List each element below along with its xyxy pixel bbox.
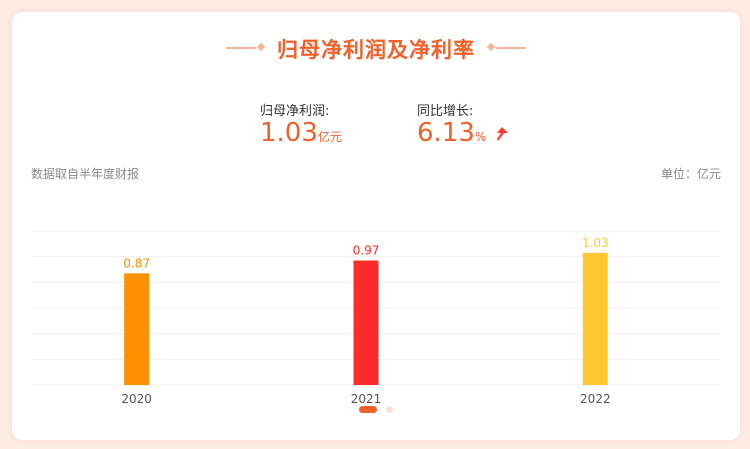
- data-label: 0.87: [123, 256, 150, 270]
- chart-title: 归母净利润及净利率: [277, 38, 475, 62]
- bar-2022[interactable]: [582, 252, 608, 385]
- x-tick-label: 2022: [580, 392, 611, 406]
- bar-2021[interactable]: [353, 260, 379, 385]
- title-decoration: [496, 47, 526, 49]
- title-decoration: [226, 47, 256, 49]
- x-tick-label: 2020: [121, 392, 152, 406]
- profit-label: 归母净利润:: [260, 104, 330, 119]
- profit-value: 1.03亿元: [260, 118, 342, 148]
- data-label: 0.97: [353, 244, 380, 258]
- pager-dot-active[interactable]: [359, 406, 377, 413]
- x-tick-label: 2021: [351, 392, 382, 406]
- unit-note: 单位：亿元: [660, 167, 721, 181]
- growth-value: 6.13%: [417, 118, 509, 148]
- bar-2020[interactable]: [124, 273, 150, 385]
- growth-label: 同比增长:: [417, 104, 474, 119]
- data-label: 1.03: [582, 236, 609, 250]
- pager-dot[interactable]: [386, 406, 393, 413]
- arrow-up-icon: [496, 126, 508, 141]
- source-note: 数据取自半年度财报: [31, 167, 140, 181]
